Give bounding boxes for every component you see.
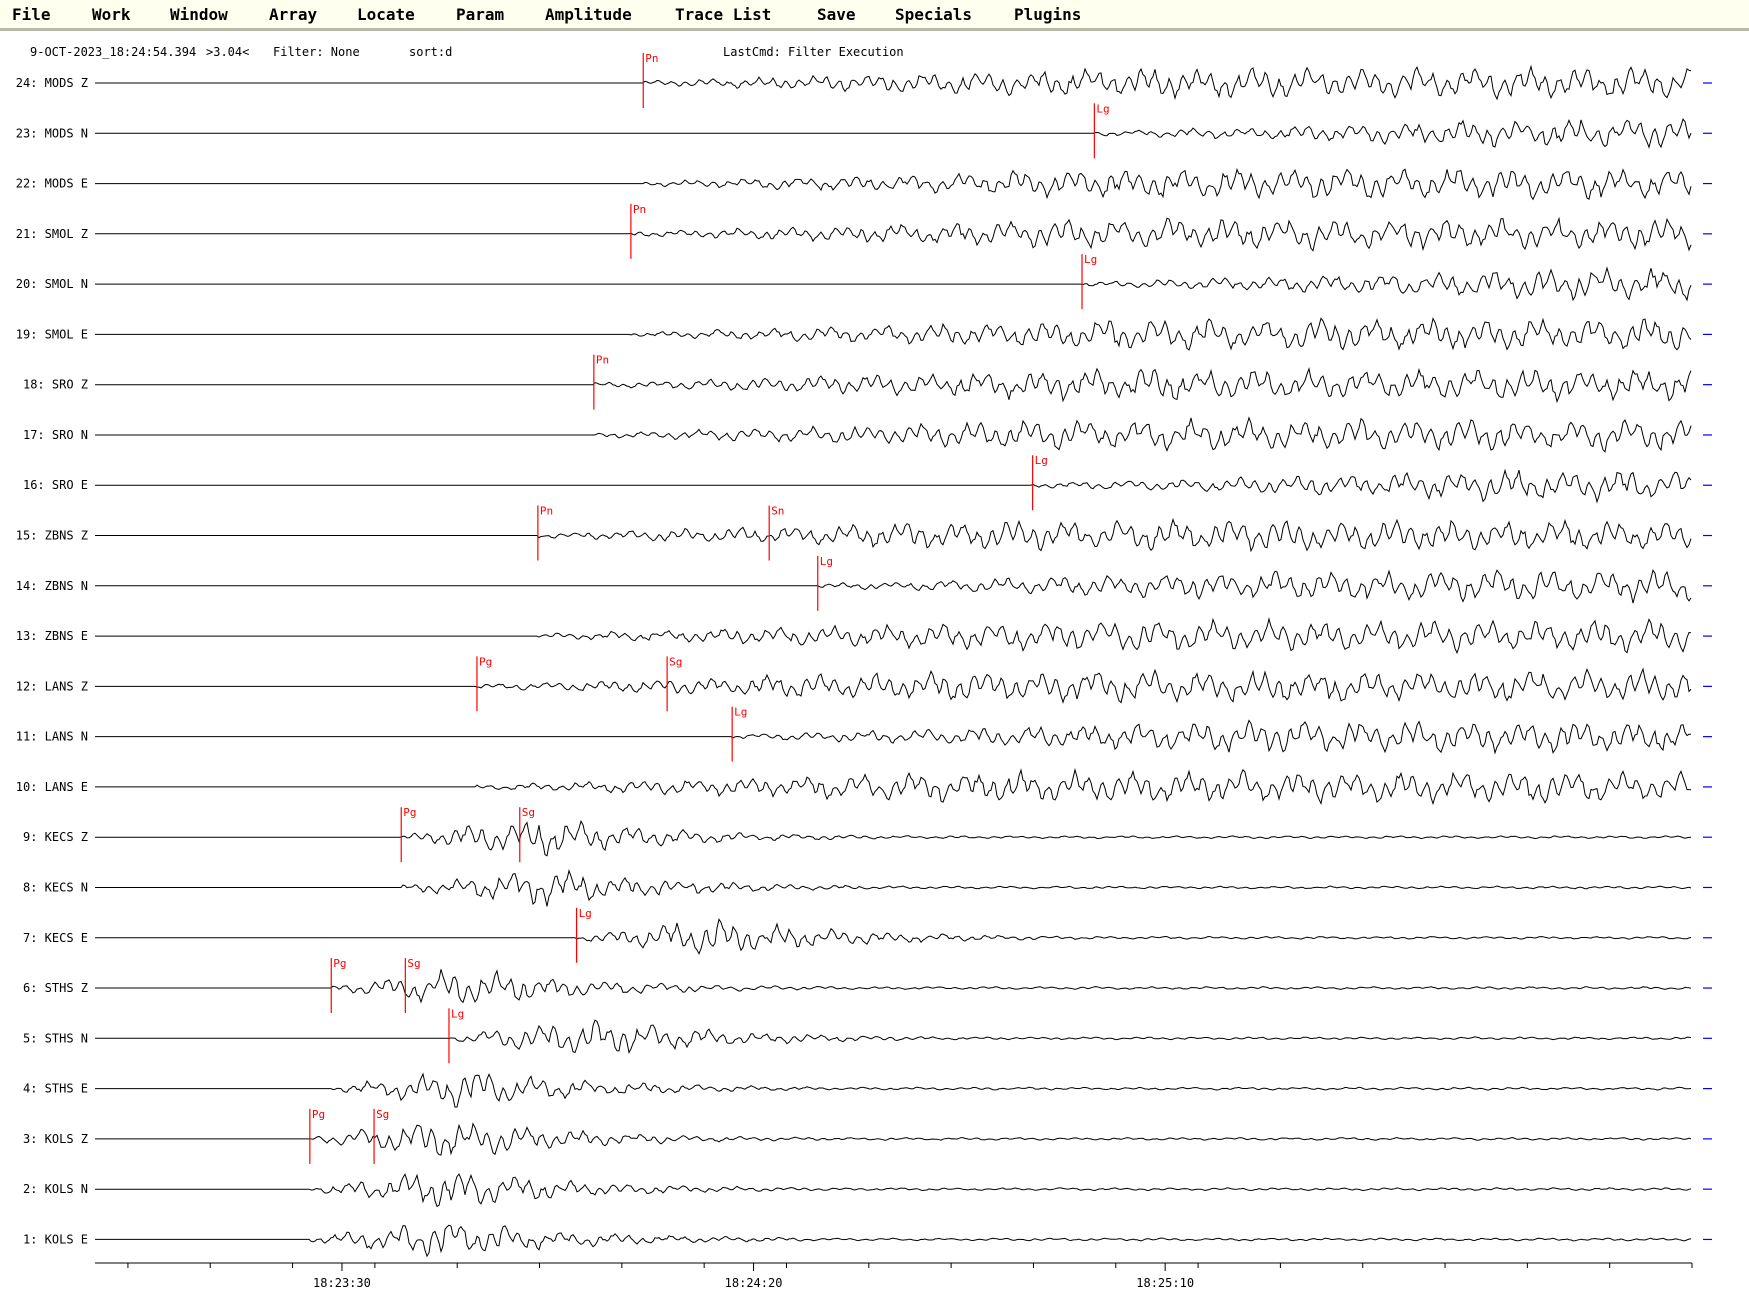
waveform-trace[interactable] (95, 667, 1692, 704)
waveform-trace[interactable] (95, 617, 1692, 655)
last-command: LastCmd: Filter Execution (723, 45, 904, 59)
menu-param[interactable]: Param (456, 5, 505, 24)
waveform-trace[interactable] (95, 1224, 1692, 1258)
menu-file[interactable]: File (12, 5, 51, 24)
sort-status: sort:d (409, 45, 453, 59)
menu-array[interactable]: Array (269, 5, 318, 24)
time-axis-label: 18:25:10 (1136, 1276, 1194, 1290)
trace-label: 16: SRO E (23, 478, 88, 492)
trace-label: 9: KECS Z (23, 830, 88, 844)
waveform-trace[interactable] (95, 216, 1692, 252)
phase-pick-label: Sg (407, 957, 420, 970)
trace-label: 1: KOLS E (23, 1232, 88, 1246)
trace-label: 21: SMOL Z (16, 227, 88, 241)
waveform-trace[interactable] (95, 1019, 1692, 1054)
phase-pick-label: Lg (451, 1007, 464, 1020)
menu-bar: File Work Window Array Locate Param Amplitude T… (0, 0, 1749, 31)
phase-pick-label: Pn (596, 354, 609, 367)
scale-readout: >3.04< (206, 45, 250, 59)
trace-label: 12: LANS Z (16, 679, 88, 693)
phase-pick-label: Pn (540, 505, 553, 518)
waveform-trace[interactable] (95, 266, 1692, 302)
waveform-trace[interactable] (95, 416, 1692, 453)
waveform-trace[interactable] (95, 1072, 1692, 1108)
trace-label: 14: ZBNS N (16, 579, 88, 593)
waveform-trace[interactable] (95, 918, 1692, 955)
waveform-trace[interactable] (95, 568, 1692, 604)
menu-work[interactable]: Work (92, 5, 131, 24)
phase-pick-label: Pg (312, 1108, 325, 1121)
phase-pick-label: Lg (820, 555, 833, 568)
waveform-trace[interactable] (95, 819, 1692, 857)
trace-label: 18: SRO Z (23, 378, 88, 392)
trace-label: 2: KOLS N (23, 1182, 88, 1196)
waveform-trace[interactable] (95, 1122, 1692, 1156)
waveform-trace[interactable] (95, 317, 1692, 351)
datetime-readout: 9-OCT-2023_18:24:54.394 (30, 45, 197, 59)
menu-amplitude[interactable]: Amplitude (545, 5, 632, 24)
trace-label: 13: ZBNS E (16, 629, 88, 643)
waveform-trace[interactable] (95, 969, 1692, 1004)
waveform-trace[interactable] (95, 64, 1692, 101)
trace-label: 7: KECS E (23, 931, 88, 945)
menu-window[interactable]: Window (170, 5, 228, 24)
waveform-trace[interactable] (95, 118, 1692, 149)
waveform-trace[interactable] (95, 517, 1692, 553)
menu-specials[interactable]: Specials (895, 5, 973, 24)
menu-trace-list[interactable]: Trace List (675, 5, 772, 24)
trace-label: 17: SRO N (23, 428, 88, 442)
trace-label: 6: STHS Z (23, 981, 88, 995)
menu-locate[interactable]: Locate (357, 5, 415, 24)
phase-pick-label: Sn (771, 505, 784, 518)
status-header: 9-OCT-2023_18:24:54.394 >3.04< Filter: N… (0, 45, 1749, 61)
waveform-trace[interactable] (95, 868, 1692, 907)
waveform-trace[interactable] (95, 1173, 1692, 1208)
phase-pick-label: Lg (734, 706, 747, 719)
trace-label: 24: MODS Z (16, 76, 88, 90)
trace-label: 4: STHS E (23, 1082, 88, 1096)
time-axis-label: 18:24:20 (725, 1276, 783, 1290)
waveform-trace[interactable] (95, 468, 1692, 504)
waveform-trace[interactable] (95, 167, 1692, 201)
waveform-trace[interactable] (95, 719, 1691, 755)
phase-pick-label: Pn (633, 203, 646, 216)
menu-save[interactable]: Save (817, 5, 856, 24)
trace-label: 22: MODS E (16, 177, 88, 191)
phase-pick-label: Pg (403, 806, 416, 819)
phase-pick-label: Sg (522, 806, 535, 819)
trace-label: 15: ZBNS Z (16, 529, 88, 543)
trace-label: 20: SMOL N (16, 277, 88, 291)
trace-label: 5: STHS N (23, 1031, 88, 1045)
phase-pick-label: Sg (376, 1108, 389, 1121)
phase-pick-label: Sg (669, 655, 682, 668)
trace-label: 11: LANS N (16, 730, 88, 744)
trace-label: 3: KOLS Z (23, 1132, 88, 1146)
phase-pick-label: Pg (479, 655, 492, 668)
phase-pick-label: Lg (579, 907, 592, 920)
time-axis-label: 18:23:30 (313, 1276, 371, 1290)
trace-label: 8: KECS N (23, 880, 88, 894)
trace-label: 19: SMOL E (16, 327, 88, 341)
trace-label: 10: LANS E (16, 780, 88, 794)
phase-pick-label: Lg (1035, 454, 1048, 467)
menu-plugins[interactable]: Plugins (1014, 5, 1082, 24)
phase-pick-label: Pn (645, 52, 658, 65)
waveform-trace[interactable] (95, 366, 1692, 404)
phase-pick-label: Pg (333, 957, 346, 970)
trace-label: 23: MODS N (16, 126, 88, 140)
phase-pick-label: Lg (1096, 102, 1109, 115)
filter-status: Filter: None (273, 45, 360, 59)
phase-pick-label: Lg (1084, 253, 1097, 266)
waveform-trace[interactable] (95, 767, 1692, 806)
